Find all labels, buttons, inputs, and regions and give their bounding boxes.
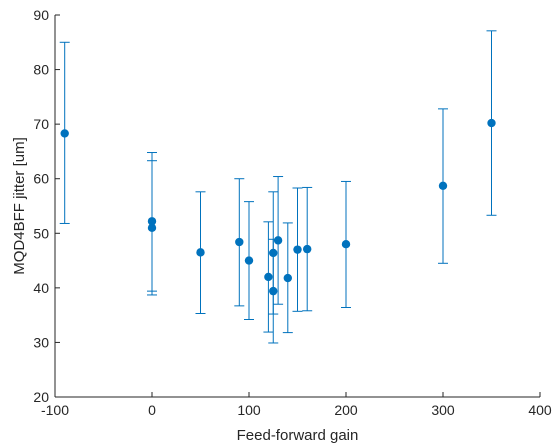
data-point <box>269 248 278 258</box>
x-ticks: -100 0 100 200 300 400 <box>41 392 552 418</box>
y-tick-label: 70 <box>33 116 49 132</box>
x-tick-label: 100 <box>237 402 261 418</box>
data-point <box>283 273 292 283</box>
data-point <box>60 129 69 138</box>
data-point <box>235 237 244 247</box>
y-tick-label: 80 <box>33 62 49 78</box>
data-point <box>438 181 448 191</box>
y-ticks: 20 30 40 50 60 70 80 90 <box>33 7 60 405</box>
data-point <box>264 272 273 282</box>
y-tick-label: 90 <box>33 7 49 23</box>
x-tick-label: 300 <box>431 402 455 418</box>
data-point <box>196 248 205 257</box>
data-point <box>303 244 312 254</box>
data-point <box>269 286 278 296</box>
x-tick-label: 0 <box>148 402 156 418</box>
y-tick-label: 30 <box>33 334 49 350</box>
x-tick-label: 200 <box>334 402 358 418</box>
data-point <box>341 240 351 249</box>
data-point <box>147 217 157 226</box>
y-tick-label: 40 <box>33 280 49 296</box>
y-axis-label: MQD4BFF jitter [um] <box>11 137 28 275</box>
error-bars <box>59 30 497 344</box>
data-point <box>487 118 496 128</box>
x-tick-label: 400 <box>528 402 552 418</box>
data-point <box>147 223 157 233</box>
data-point <box>273 236 283 245</box>
y-tick-label: 50 <box>33 225 49 241</box>
data-markers <box>60 118 496 296</box>
x-tick-label: -100 <box>41 402 69 418</box>
data-point <box>244 256 254 265</box>
plot-area: -100 0 100 200 300 400 20 30 40 50 60 70 80 90 <box>33 7 551 418</box>
x-axis-label: Feed-forward gain <box>237 427 359 444</box>
y-tick-label: 20 <box>33 389 49 405</box>
data-point <box>293 245 302 254</box>
y-tick-label: 60 <box>33 171 49 187</box>
